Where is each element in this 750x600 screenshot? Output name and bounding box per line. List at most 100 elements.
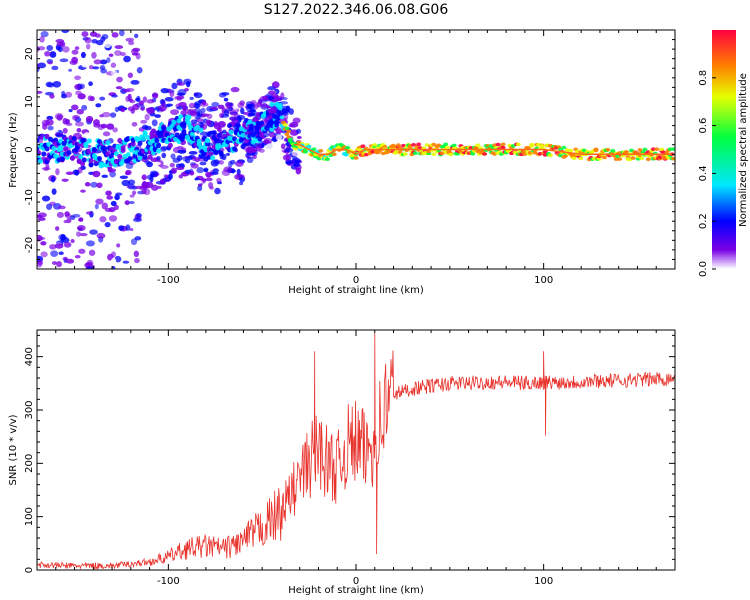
heatmap-cell <box>237 102 245 109</box>
snr-xlabel: Height of straight line (km) <box>288 585 424 596</box>
heatmap-cell <box>151 119 158 127</box>
heatmap-cell <box>114 194 120 201</box>
heatmap-cell <box>645 157 651 162</box>
heatmap-cell <box>205 138 211 144</box>
heatmap-cell <box>57 46 63 53</box>
heatmap-cell <box>44 234 49 239</box>
heatmap-cell <box>128 40 135 46</box>
heatmap-cell <box>194 116 201 120</box>
heatmap-cell <box>292 117 301 124</box>
heatmap-cell <box>88 249 96 256</box>
heatmap-cell <box>282 154 292 161</box>
heatmap-cell <box>65 163 70 171</box>
heatmap-cell <box>210 159 219 167</box>
spectrogram-xtick-label: 0 <box>353 275 359 286</box>
heatmap-cell <box>47 125 54 131</box>
heatmap-cell <box>177 145 184 150</box>
heatmap-cell <box>84 37 92 44</box>
heatmap-cell <box>162 176 171 182</box>
heatmap-cell <box>104 221 111 228</box>
heatmap-cell <box>142 131 148 138</box>
snr-panel: -100 0 100 0 100 200 300 400 Height of straight… <box>8 329 676 596</box>
heatmap-cell <box>74 169 79 176</box>
heatmap-cell <box>104 41 112 49</box>
heatmap-cell <box>259 96 267 102</box>
heatmap-cell <box>194 101 202 106</box>
heatmap-cell <box>125 162 134 169</box>
heatmap-cell <box>280 143 286 150</box>
heatmap-cell <box>61 30 70 34</box>
heatmap-cell <box>49 94 55 99</box>
heatmap-cell <box>140 119 148 124</box>
heatmap-cell <box>412 151 418 156</box>
spectrogram-ytick-label: 10 <box>24 95 35 108</box>
heatmap-cell <box>158 104 167 112</box>
heatmap-cell <box>134 236 142 241</box>
heatmap-cell <box>212 168 219 173</box>
heatmap-cell <box>133 196 139 202</box>
heatmap-cell <box>86 266 95 269</box>
heatmap-cell <box>147 154 153 160</box>
heatmap-cell <box>539 144 545 148</box>
heatmap-cell <box>227 123 233 129</box>
heatmap-cell <box>102 131 111 137</box>
heatmap-cell <box>166 158 174 163</box>
heatmap-cell <box>189 96 194 100</box>
heatmap-cell <box>247 119 253 125</box>
heatmap-cell <box>196 167 204 174</box>
heatmap-cell <box>122 260 130 264</box>
heatmap-cell <box>211 130 217 136</box>
heatmap-cell <box>170 153 176 160</box>
heatmap-cell <box>639 156 645 161</box>
heatmap-cell <box>105 140 111 146</box>
heatmap-cell <box>114 50 122 56</box>
heatmap-cell <box>66 150 72 156</box>
heatmap-cell <box>165 113 171 118</box>
heatmap-cell <box>39 36 45 43</box>
heatmap-cell <box>138 100 144 106</box>
spectrogram-xtick-label: 100 <box>534 275 553 286</box>
snr-ytick-label: 0 <box>24 567 35 573</box>
heatmap-cell <box>431 142 437 147</box>
heatmap-cell <box>189 170 195 176</box>
heatmap-cell <box>443 142 449 147</box>
heatmap-cell <box>186 109 194 116</box>
heatmap-cell <box>225 152 230 156</box>
heatmap-cell <box>235 122 241 128</box>
heatmap-cell <box>291 149 300 157</box>
heatmap-cell <box>129 227 134 232</box>
colorbar-ticks: 0.0 0.2 0.4 0.6 0.8 <box>698 70 716 277</box>
heatmap-cell <box>96 182 103 189</box>
heatmap-cell <box>284 147 294 153</box>
heatmap-cell <box>83 143 89 149</box>
heatmap-cell <box>630 156 636 160</box>
heatmap-cell <box>288 123 296 128</box>
heatmap-cell <box>111 94 118 98</box>
heatmap-cell <box>89 229 98 235</box>
heatmap-cell <box>121 179 131 187</box>
colorbar-gradient <box>712 30 736 269</box>
heatmap-cell <box>159 98 166 105</box>
heatmap-cell <box>176 106 184 110</box>
snr-ytick-label: 200 <box>24 454 35 473</box>
heatmap-cell <box>54 127 59 133</box>
heatmap-cell <box>571 156 577 161</box>
heatmap-cell <box>62 256 69 261</box>
heatmap-cell <box>236 168 241 176</box>
heatmap-cell <box>58 233 67 241</box>
heatmap-cell <box>49 51 57 58</box>
heatmap-cell <box>130 141 136 147</box>
heatmap-cell <box>130 238 138 246</box>
heatmap-cell <box>134 33 139 39</box>
heatmap-cell <box>135 213 142 218</box>
colorbar-tick-label: 0.0 <box>698 261 709 277</box>
heatmap-cell <box>142 124 149 130</box>
heatmap-cell <box>76 231 81 237</box>
heatmap-cell <box>623 150 629 155</box>
heatmap-cell <box>119 30 125 37</box>
heatmap-cell <box>127 156 133 162</box>
heatmap-cell <box>431 152 437 157</box>
heatmap-cell <box>65 122 73 126</box>
heatmap-cell <box>49 244 57 250</box>
heatmap-cell <box>267 114 273 120</box>
